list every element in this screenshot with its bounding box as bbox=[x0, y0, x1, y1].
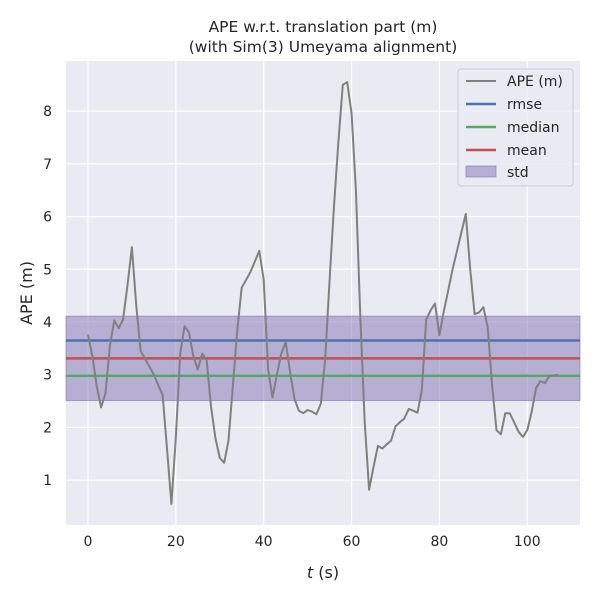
legend-label-median: median bbox=[507, 120, 559, 136]
y-tick-label: 7 bbox=[43, 157, 52, 173]
x-tick-label: 40 bbox=[255, 534, 273, 550]
x-tick-label: 100 bbox=[514, 534, 541, 550]
x-tick-label: 0 bbox=[84, 534, 93, 550]
x-tick-label: 80 bbox=[431, 534, 449, 550]
ape-line-layer bbox=[87, 81, 559, 505]
x-axis-label-var: t bbox=[307, 563, 314, 582]
chart-subtitle: (with Sim(3) Umeyama alignment) bbox=[189, 38, 458, 56]
y-tick-label: 8 bbox=[43, 104, 52, 120]
legend-label-rmse: rmse bbox=[507, 97, 542, 113]
legend-box bbox=[457, 68, 574, 187]
ape-series-line bbox=[87, 81, 559, 505]
legend: APE (m) rmse median mean std bbox=[457, 68, 574, 187]
y-tick-label: 5 bbox=[43, 262, 52, 278]
x-tick-label: 20 bbox=[167, 534, 185, 550]
x-tick-label: 60 bbox=[343, 534, 361, 550]
tick-labels: 0 20 40 60 80 100 1 2 3 4 5 6 7 8 bbox=[43, 104, 541, 550]
x-axis-label: t (s) bbox=[307, 563, 339, 582]
y-tick-label: 2 bbox=[43, 420, 52, 436]
legend-swatch-std bbox=[465, 165, 497, 178]
y-tick-label: 4 bbox=[43, 315, 52, 331]
legend-label-ape: APE (m) bbox=[507, 74, 563, 90]
y-tick-label: 6 bbox=[43, 210, 52, 226]
legend-label-mean: mean bbox=[507, 143, 547, 159]
legend-label-std: std bbox=[507, 165, 529, 181]
y-axis-label: APE (m) bbox=[17, 261, 36, 325]
y-tick-label: 1 bbox=[43, 473, 52, 489]
y-tick-label: 3 bbox=[43, 368, 52, 384]
chart-title: APE w.r.t. translation part (m) bbox=[209, 18, 438, 36]
x-axis-label-unit: (s) bbox=[313, 563, 339, 582]
